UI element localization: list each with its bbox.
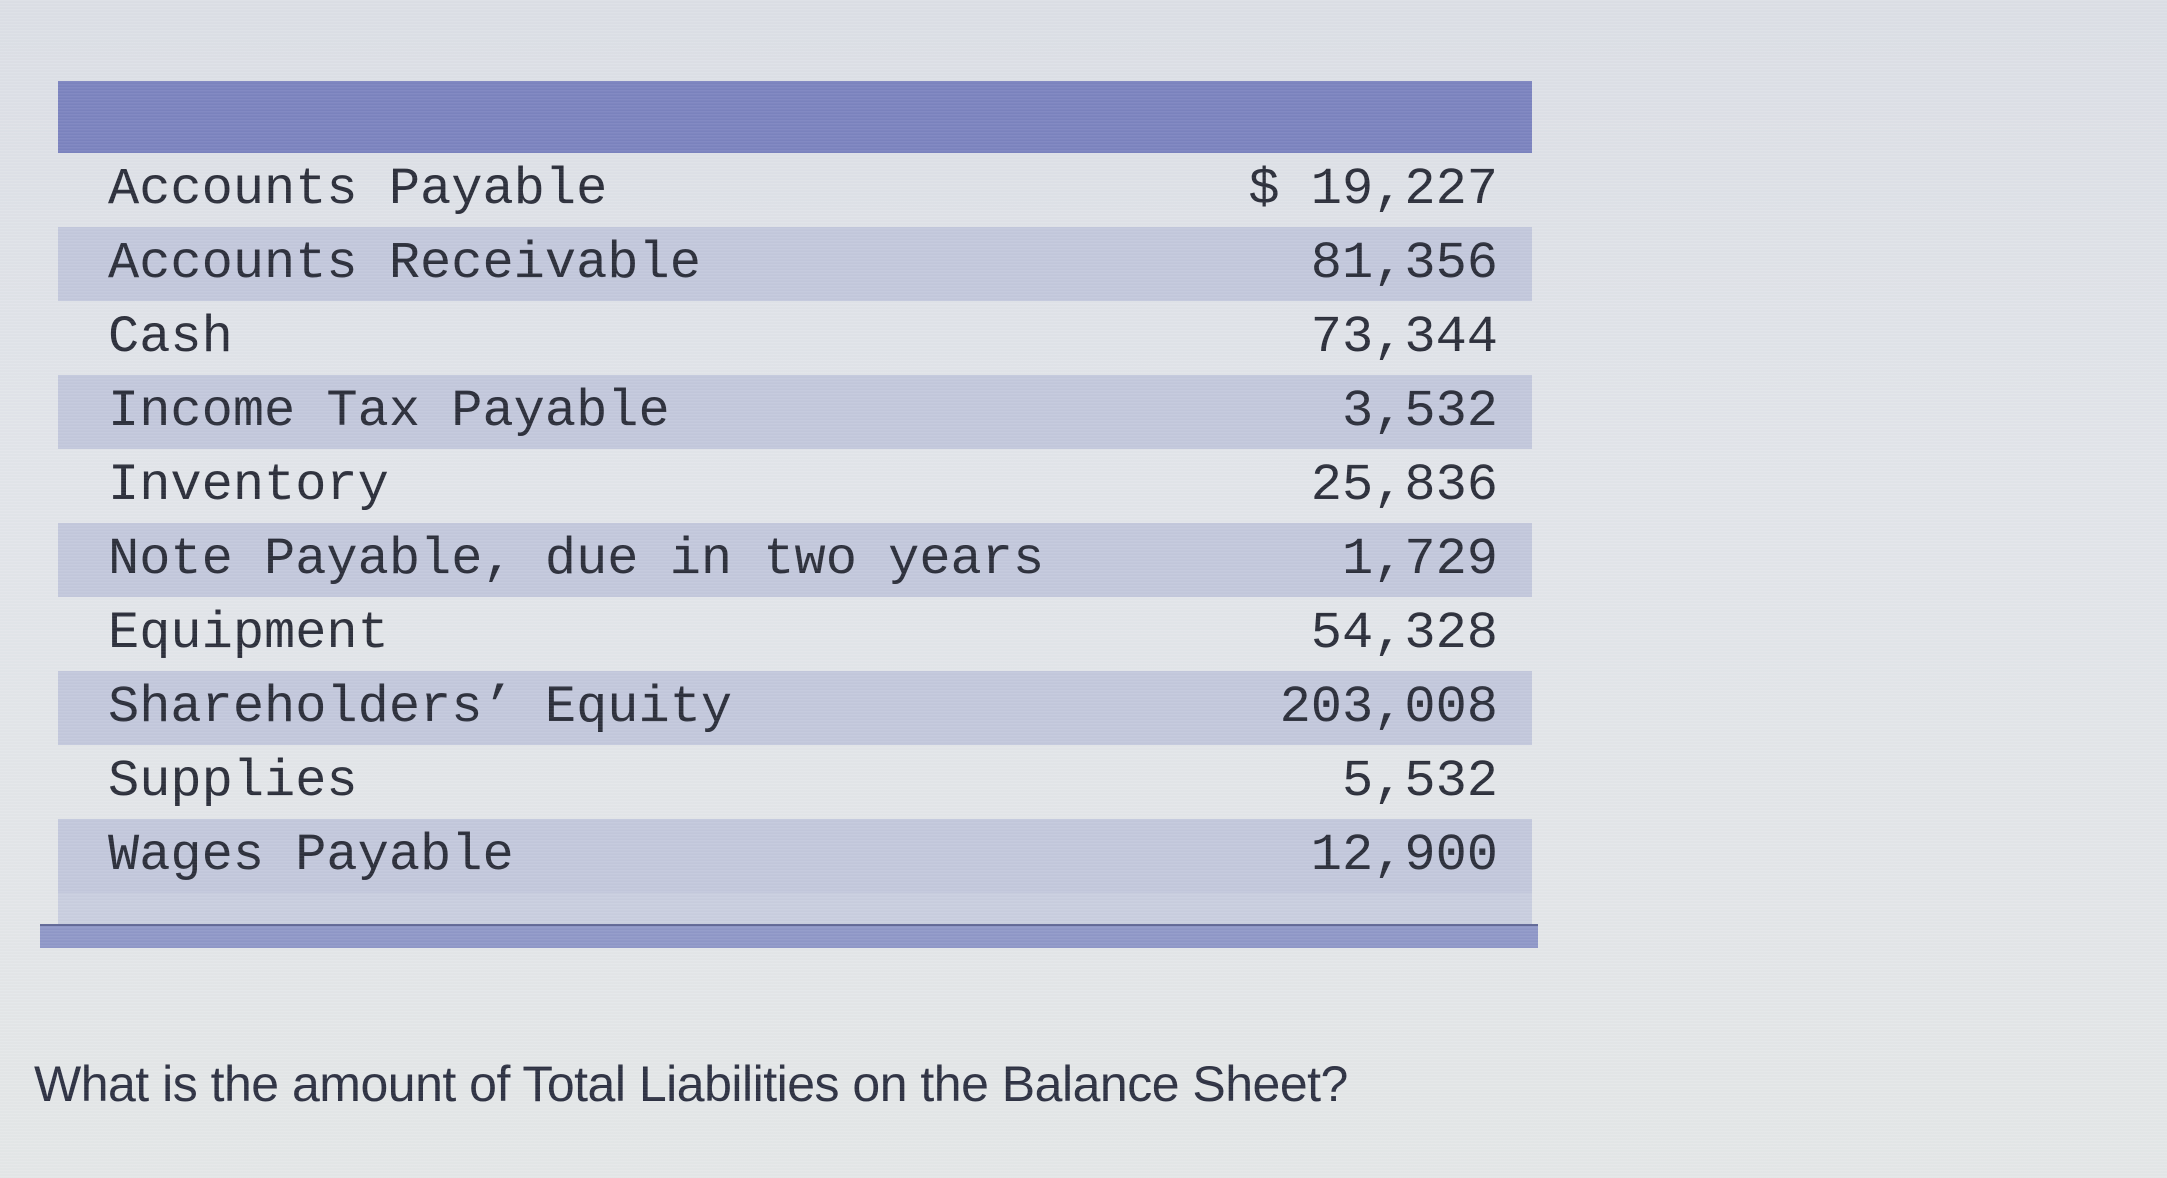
- row-label: Cash: [108, 308, 233, 367]
- row-label: Shareholders’ Equity: [108, 678, 733, 737]
- row-label: Income Tax Payable: [108, 382, 670, 441]
- row-value: 203,008: [1279, 678, 1498, 737]
- row-label: Supplies: [108, 752, 358, 811]
- row-label: Wages Payable: [108, 826, 514, 885]
- table-row: Wages Payable 12,900: [58, 819, 1532, 893]
- row-label: Equipment: [108, 604, 389, 663]
- row-value: 12,900: [1310, 826, 1498, 885]
- table-bottom-padding: [58, 893, 1532, 929]
- row-label: Note Payable, due in two years: [108, 530, 1045, 589]
- table-row: Income Tax Payable 3,532: [58, 375, 1532, 449]
- row-value: 25,836: [1310, 456, 1498, 515]
- table-row: Inventory 25,836: [58, 449, 1532, 523]
- table-row: Accounts Receivable 81,356: [58, 227, 1532, 301]
- row-label: Accounts Receivable: [108, 234, 701, 293]
- row-value: $ 19,227: [1248, 160, 1498, 219]
- table-row: Cash 73,344: [58, 301, 1532, 375]
- question-text: What is the amount of Total Liabilities …: [34, 1056, 1348, 1112]
- table-header-bar: [58, 81, 1532, 153]
- table-row: Supplies 5,532: [58, 745, 1532, 819]
- row-value: 3,532: [1341, 382, 1498, 441]
- table-row: Note Payable, due in two years 1,729: [58, 523, 1532, 597]
- table-row: Shareholders’ Equity 203,008: [58, 671, 1532, 745]
- row-value: 73,344: [1310, 308, 1498, 367]
- balance-sheet-table: Accounts Payable $ 19,227 Accounts Recei…: [58, 81, 1532, 929]
- row-value: 5,532: [1341, 752, 1498, 811]
- table-row: Accounts Payable $ 19,227: [58, 153, 1532, 227]
- table-row: Equipment 54,328: [58, 597, 1532, 671]
- row-value: 1,729: [1341, 530, 1498, 589]
- row-value: 54,328: [1310, 604, 1498, 663]
- row-label: Inventory: [108, 456, 389, 515]
- row-label: Accounts Payable: [108, 160, 608, 219]
- row-value: 81,356: [1310, 234, 1498, 293]
- table-footer-bar: [40, 924, 1538, 948]
